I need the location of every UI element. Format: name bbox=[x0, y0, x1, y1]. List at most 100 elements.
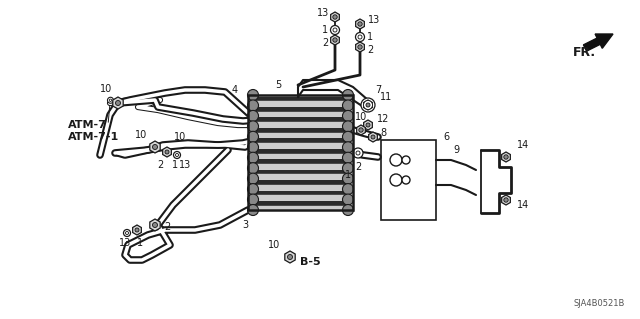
Circle shape bbox=[371, 135, 375, 139]
Polygon shape bbox=[364, 120, 372, 130]
Circle shape bbox=[115, 100, 120, 106]
Text: 5: 5 bbox=[275, 80, 281, 90]
Text: 13: 13 bbox=[368, 15, 380, 25]
Circle shape bbox=[248, 142, 259, 153]
Text: 7: 7 bbox=[375, 85, 381, 95]
Text: 10: 10 bbox=[100, 84, 112, 94]
Text: ATM-7-1: ATM-7-1 bbox=[68, 132, 119, 142]
Bar bbox=[381, 140, 436, 220]
Text: 1: 1 bbox=[137, 238, 143, 248]
Polygon shape bbox=[150, 141, 160, 153]
Circle shape bbox=[124, 229, 131, 236]
Text: 11: 11 bbox=[380, 92, 392, 102]
Text: 14: 14 bbox=[517, 140, 529, 150]
Text: FR.: FR. bbox=[573, 46, 596, 58]
Text: 2: 2 bbox=[164, 222, 170, 232]
Circle shape bbox=[108, 97, 113, 103]
Polygon shape bbox=[331, 35, 339, 45]
Text: ATM-7: ATM-7 bbox=[68, 120, 107, 130]
Text: B-5: B-5 bbox=[300, 257, 320, 267]
Circle shape bbox=[152, 145, 157, 150]
Polygon shape bbox=[113, 97, 123, 109]
Circle shape bbox=[135, 228, 139, 232]
Circle shape bbox=[173, 152, 180, 159]
Circle shape bbox=[364, 100, 372, 109]
Circle shape bbox=[248, 131, 259, 142]
Circle shape bbox=[504, 198, 508, 202]
Circle shape bbox=[248, 110, 259, 122]
Circle shape bbox=[342, 194, 353, 205]
Polygon shape bbox=[502, 152, 510, 162]
Circle shape bbox=[358, 35, 362, 39]
Polygon shape bbox=[356, 42, 364, 52]
Text: 10: 10 bbox=[355, 112, 367, 122]
Circle shape bbox=[248, 90, 259, 100]
Polygon shape bbox=[356, 19, 364, 29]
Text: 9: 9 bbox=[453, 145, 459, 155]
Circle shape bbox=[390, 174, 402, 186]
Circle shape bbox=[125, 232, 129, 234]
Circle shape bbox=[342, 163, 353, 174]
Circle shape bbox=[366, 123, 370, 127]
Text: 1: 1 bbox=[367, 32, 373, 42]
Text: 12: 12 bbox=[377, 114, 389, 124]
Circle shape bbox=[353, 148, 363, 158]
Polygon shape bbox=[132, 225, 141, 235]
Circle shape bbox=[248, 152, 259, 163]
Circle shape bbox=[355, 33, 365, 41]
Circle shape bbox=[287, 255, 292, 259]
Circle shape bbox=[504, 155, 508, 159]
Text: 2: 2 bbox=[322, 38, 328, 48]
Text: 1: 1 bbox=[172, 160, 178, 170]
Polygon shape bbox=[364, 100, 372, 110]
Text: 10: 10 bbox=[174, 132, 186, 142]
Circle shape bbox=[356, 151, 360, 155]
Circle shape bbox=[333, 38, 337, 42]
Text: SJA4B0521B: SJA4B0521B bbox=[573, 299, 625, 308]
Circle shape bbox=[390, 154, 402, 166]
Circle shape bbox=[175, 153, 179, 157]
Text: 13: 13 bbox=[119, 238, 131, 248]
Polygon shape bbox=[356, 125, 365, 135]
Circle shape bbox=[361, 98, 375, 112]
Circle shape bbox=[402, 156, 410, 164]
Circle shape bbox=[342, 173, 353, 184]
Polygon shape bbox=[502, 195, 510, 205]
Circle shape bbox=[248, 194, 259, 205]
Text: 2: 2 bbox=[367, 45, 373, 55]
Circle shape bbox=[248, 163, 259, 174]
Circle shape bbox=[342, 131, 353, 142]
Circle shape bbox=[342, 110, 353, 122]
Circle shape bbox=[342, 142, 353, 153]
Text: 1: 1 bbox=[345, 170, 351, 180]
Text: 14: 14 bbox=[517, 200, 529, 210]
Polygon shape bbox=[285, 251, 295, 263]
Text: 10: 10 bbox=[135, 130, 147, 140]
Circle shape bbox=[109, 99, 112, 101]
Circle shape bbox=[342, 100, 353, 111]
Circle shape bbox=[342, 90, 353, 100]
Circle shape bbox=[248, 121, 259, 132]
Text: 1: 1 bbox=[322, 25, 328, 35]
Circle shape bbox=[342, 152, 353, 163]
Circle shape bbox=[248, 100, 259, 111]
Circle shape bbox=[366, 103, 370, 107]
Circle shape bbox=[402, 176, 410, 184]
Text: 13: 13 bbox=[179, 160, 191, 170]
Circle shape bbox=[152, 222, 157, 227]
Text: 3: 3 bbox=[242, 220, 248, 230]
Bar bbox=[248, 95, 353, 210]
Circle shape bbox=[358, 22, 362, 26]
Polygon shape bbox=[331, 12, 339, 22]
Polygon shape bbox=[369, 132, 378, 142]
Circle shape bbox=[359, 128, 364, 132]
Circle shape bbox=[330, 26, 339, 34]
Text: 8: 8 bbox=[380, 128, 386, 138]
Text: 13: 13 bbox=[317, 8, 329, 18]
Text: 10: 10 bbox=[268, 240, 280, 250]
Circle shape bbox=[358, 45, 362, 49]
FancyArrow shape bbox=[584, 34, 613, 51]
Circle shape bbox=[333, 15, 337, 19]
Circle shape bbox=[248, 204, 259, 216]
Circle shape bbox=[342, 121, 353, 132]
